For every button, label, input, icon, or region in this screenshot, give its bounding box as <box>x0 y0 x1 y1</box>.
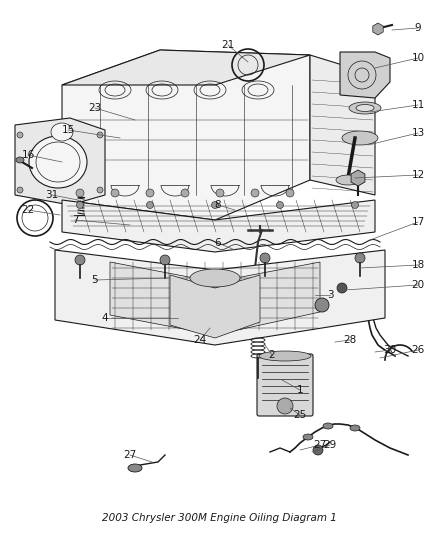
Ellipse shape <box>16 157 24 163</box>
Circle shape <box>351 201 358 208</box>
Circle shape <box>159 255 170 265</box>
Ellipse shape <box>355 104 373 111</box>
Circle shape <box>259 253 269 263</box>
Text: 20: 20 <box>410 280 424 290</box>
Circle shape <box>211 201 218 208</box>
Text: 15: 15 <box>61 125 74 135</box>
Text: 18: 18 <box>410 260 424 270</box>
Polygon shape <box>170 275 259 338</box>
FancyBboxPatch shape <box>256 354 312 416</box>
Text: 2: 2 <box>268 350 275 360</box>
Ellipse shape <box>341 131 377 145</box>
Text: 26: 26 <box>410 345 424 355</box>
Circle shape <box>285 189 293 197</box>
Circle shape <box>146 201 153 208</box>
Text: 31: 31 <box>45 190 59 200</box>
Polygon shape <box>309 55 374 195</box>
Text: 9: 9 <box>414 23 420 33</box>
Circle shape <box>314 298 328 312</box>
Circle shape <box>97 132 103 138</box>
Polygon shape <box>15 118 105 205</box>
Ellipse shape <box>190 269 240 287</box>
Circle shape <box>17 187 23 193</box>
Text: 5: 5 <box>92 275 98 285</box>
Circle shape <box>312 445 322 455</box>
Ellipse shape <box>29 136 87 188</box>
Polygon shape <box>62 50 309 220</box>
Circle shape <box>146 189 154 197</box>
Ellipse shape <box>335 175 359 185</box>
Text: 2003 Chrysler 300M Engine Oiling Diagram 1: 2003 Chrysler 300M Engine Oiling Diagram… <box>102 513 336 523</box>
Circle shape <box>75 255 85 265</box>
Text: 13: 13 <box>410 128 424 138</box>
Text: 1: 1 <box>296 385 303 395</box>
Text: 23: 23 <box>88 103 101 113</box>
Text: 3: 3 <box>326 290 332 300</box>
Text: 29: 29 <box>323 440 336 450</box>
Text: 30: 30 <box>382 345 396 355</box>
Ellipse shape <box>302 434 312 440</box>
Circle shape <box>76 201 83 208</box>
Circle shape <box>180 189 189 197</box>
Circle shape <box>276 398 292 414</box>
Polygon shape <box>110 262 319 335</box>
Ellipse shape <box>128 464 141 472</box>
Polygon shape <box>62 50 309 85</box>
Circle shape <box>336 283 346 293</box>
Text: 11: 11 <box>410 100 424 110</box>
Text: 7: 7 <box>71 215 78 225</box>
Circle shape <box>17 132 23 138</box>
Text: 27: 27 <box>313 440 326 450</box>
Text: 22: 22 <box>21 205 35 215</box>
Text: 17: 17 <box>410 217 424 227</box>
Ellipse shape <box>349 425 359 431</box>
Circle shape <box>354 253 364 263</box>
Circle shape <box>97 187 103 193</box>
Circle shape <box>215 189 223 197</box>
Text: 27: 27 <box>123 450 136 460</box>
Text: 16: 16 <box>21 150 35 160</box>
Text: 21: 21 <box>221 40 234 50</box>
Ellipse shape <box>51 123 73 141</box>
Text: 8: 8 <box>214 200 221 210</box>
Text: 24: 24 <box>193 335 206 345</box>
Circle shape <box>76 189 84 197</box>
Text: 25: 25 <box>293 410 306 420</box>
Text: 6: 6 <box>214 238 221 248</box>
Polygon shape <box>55 250 384 345</box>
Polygon shape <box>339 52 389 98</box>
Ellipse shape <box>322 423 332 429</box>
Text: 10: 10 <box>410 53 424 63</box>
Polygon shape <box>62 200 374 252</box>
Text: 12: 12 <box>410 170 424 180</box>
Ellipse shape <box>348 102 380 114</box>
Ellipse shape <box>258 351 310 361</box>
Text: 4: 4 <box>102 313 108 323</box>
Circle shape <box>111 189 119 197</box>
Circle shape <box>276 201 283 208</box>
Circle shape <box>251 189 258 197</box>
Text: 28: 28 <box>343 335 356 345</box>
